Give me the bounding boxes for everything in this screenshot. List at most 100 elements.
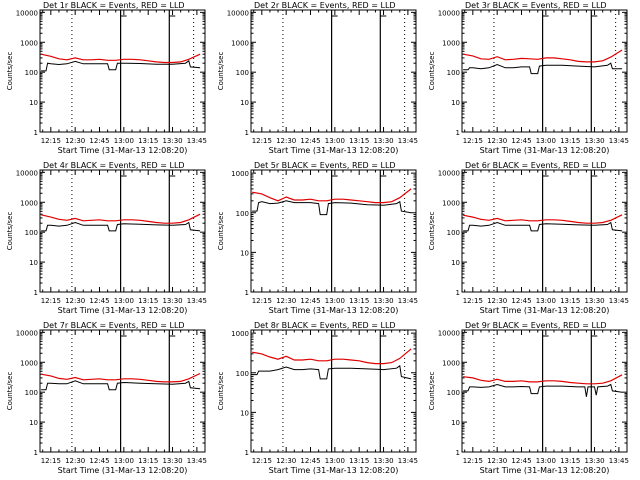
chart-panel: Det 9r BLACK = Events, RED = LLD Counts/s… [428,321,629,475]
y-tick-label: 10 [451,99,460,107]
y-tick-label: 1000 [442,39,460,47]
x-tick-label: 12:30 [65,457,85,465]
y-axis-label: Counts/sec [428,52,436,91]
y-tick-label: 1000 [231,39,249,47]
x-tick-label: 13:15 [349,137,369,145]
x-tick-label: 13:15 [349,457,369,465]
y-tick-label: 1000 [231,170,249,178]
chart-panel: Det 4r BLACK = Events, RED = LLD Counts/s… [6,161,207,315]
events-series-line [463,221,623,232]
y-axis-label: Counts/sec [428,372,436,411]
events-series-line [41,59,201,72]
x-tick-label: 13:30 [373,137,393,145]
y-tick-label: 1 [34,129,38,137]
y-tick-label: 10 [451,419,460,427]
events-series-line [463,383,623,397]
y-tick-label: 10000 [16,9,38,17]
x-tick-label: 13:15 [560,457,580,465]
y-tick-label: 1000 [20,39,38,47]
y-tick-label: 10 [29,259,38,267]
x-tick-label: 12:45 [89,457,109,465]
plot-frame [250,169,417,293]
y-tick-label: 100 [25,389,38,397]
y-axis-label: Counts/sec [428,212,436,251]
y-tick-label: 1 [456,129,460,137]
y-tick-label: 1 [456,449,460,457]
x-tick-label: 12:30 [276,137,296,145]
x-tick-label: 13:00 [325,137,345,145]
y-tick-label: 1 [245,129,249,137]
y-tick-label: 1000 [20,199,38,207]
x-tick-label: 13:15 [138,457,158,465]
x-tick-label: 13:15 [138,297,158,305]
x-axis-label: Start Time (31-Mar-13 12:08:20) [269,466,399,475]
x-tick-label: 12:45 [300,297,320,305]
events-series-line [252,364,412,380]
x-tick-label: 13:15 [138,137,158,145]
x-tick-label: 12:30 [487,457,507,465]
x-tick-label: 12:30 [276,457,296,465]
y-tick-label: 10 [240,249,249,257]
plot-frame [461,9,628,133]
lld-series-line [251,348,412,365]
y-tick-label: 100 [447,389,460,397]
events-series-line [252,200,412,216]
x-tick-label: 13:00 [325,457,345,465]
x-tick-label: 13:00 [114,297,134,305]
chart-title: Det 1r BLACK = Events, RED = LLD [43,1,185,10]
chart-title: Det 5r BLACK = Events, RED = LLD [254,161,396,170]
plot-frame [39,329,206,453]
x-tick-label: 12:15 [252,137,272,145]
x-tick-label: 13:30 [162,297,182,305]
plot-frame [39,169,206,293]
x-tick-label: 12:30 [487,137,507,145]
x-tick-label: 13:45 [187,137,207,145]
y-tick-label: 1 [34,289,38,297]
y-tick-label: 10 [240,99,249,107]
events-series-line [41,221,201,232]
y-tick-label: 10000 [227,9,249,17]
y-axis-label: Counts/sec [6,212,14,251]
plot-frame [461,329,628,453]
x-tick-label: 12:15 [41,297,61,305]
x-tick-label: 13:00 [536,457,556,465]
y-tick-label: 10000 [16,169,38,177]
x-tick-label: 13:15 [560,137,580,145]
x-tick-label: 12:45 [511,457,531,465]
chart-title: Det 3r BLACK = Events, RED = LLD [465,1,607,10]
y-tick-label: 100 [447,69,460,77]
x-tick-label: 12:15 [463,297,483,305]
y-tick-label: 10 [29,419,38,427]
x-tick-label: 12:30 [276,297,296,305]
y-tick-label: 100 [25,229,38,237]
x-tick-label: 13:45 [609,137,629,145]
y-tick-label: 1000 [442,359,460,367]
chart-panel: Det 7r BLACK = Events, RED = LLD Counts/s… [6,321,207,475]
y-tick-label: 1000 [442,199,460,207]
chart-title: Det 4r BLACK = Events, RED = LLD [43,161,185,170]
y-tick-label: 10000 [438,9,460,17]
y-tick-label: 10 [29,99,38,107]
chart-panel: Det 2r BLACK = Events, RED = LLD Counts/s… [217,1,418,155]
chart-panel: Det 6r BLACK = Events, RED = LLD Counts/s… [428,161,629,315]
y-tick-label: 1000 [20,359,38,367]
plot-frame [250,9,417,133]
x-tick-label: 13:15 [560,297,580,305]
chart-panel: Det 1r BLACK = Events, RED = LLD Counts/s… [6,1,207,155]
y-tick-label: 10000 [438,169,460,177]
events-series-line [463,62,623,75]
chart-title: Det 8r BLACK = Events, RED = LLD [254,321,396,330]
x-tick-label: 12:15 [252,297,272,305]
x-tick-label: 13:15 [349,297,369,305]
y-tick-label: 100 [236,69,249,77]
x-axis-label: Start Time (31-Mar-13 12:08:20) [480,466,610,475]
x-tick-label: 12:45 [511,297,531,305]
y-tick-label: 100 [447,229,460,237]
x-tick-label: 12:15 [463,137,483,145]
lld-series-line [40,213,201,224]
y-tick-label: 1 [245,449,249,457]
x-tick-label: 13:00 [325,297,345,305]
x-tick-label: 13:30 [584,137,604,145]
lld-series-line [463,374,623,385]
x-tick-label: 13:30 [373,457,393,465]
